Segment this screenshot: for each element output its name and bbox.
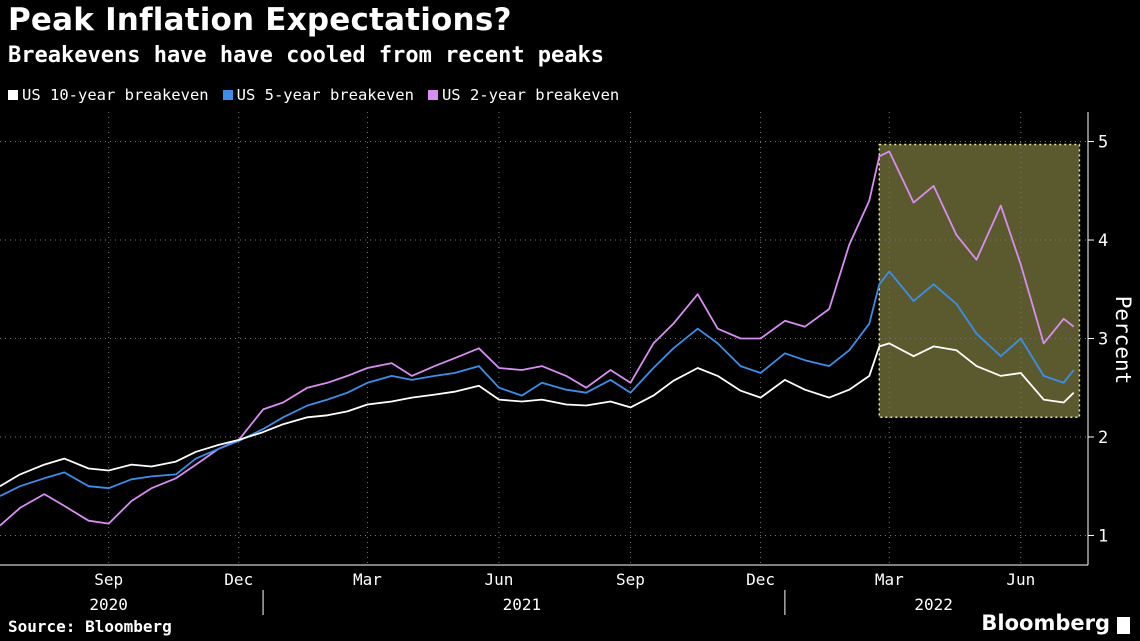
x-tick-label: Jun [485, 570, 514, 589]
x-tick-label: Sep [616, 570, 645, 589]
legend: US 10-year breakeven US 5-year breakeven… [8, 86, 619, 104]
chart-subtitle: Breakevens have have cooled from recent … [8, 43, 605, 68]
series-line-2y [0, 150, 1075, 527]
x-tick-label: Jun [1006, 570, 1035, 589]
x-tick-label: Mar [353, 570, 382, 589]
bloomberg-logo-icon [1117, 617, 1130, 634]
bloomberg-logo: Bloomberg [981, 611, 1110, 635]
legend-swatch-10y [8, 90, 18, 100]
legend-swatch-2y [427, 90, 438, 100]
legend-label-2y: US 2-year breakeven [441, 86, 620, 104]
series-line-5y [0, 270, 1075, 497]
legend-item-2y: US 2-year breakeven [427, 86, 620, 104]
y-tick-label: 1 [1098, 526, 1108, 546]
year-label: 2020 [89, 595, 128, 614]
legend-item-10y: US 10-year breakeven [8, 86, 209, 104]
year-label: 2022 [914, 595, 953, 614]
y-tick-label: 4 [1098, 231, 1108, 251]
legend-item-5y: US 5-year breakeven [222, 86, 414, 104]
legend-swatch-5y [222, 90, 233, 100]
x-tick-label: Sep [94, 570, 123, 589]
series-line-10y [0, 342, 1075, 487]
legend-label-10y: US 10-year breakeven [22, 86, 209, 104]
highlight-box [878, 143, 1081, 419]
y-tick-label: 5 [1098, 133, 1108, 153]
x-tick-label: Dec [746, 570, 775, 589]
legend-label-5y: US 5-year breakeven [236, 86, 414, 104]
x-tick-label: Mar [875, 570, 904, 589]
y-tick-label: 2 [1098, 428, 1108, 448]
y-axis-label: Percent [1111, 296, 1135, 385]
x-tick-label: Dec [224, 570, 253, 589]
source-note: Source: Bloomberg [8, 617, 172, 636]
y-tick-label: 3 [1098, 330, 1108, 350]
chart-title: Peak Inflation Expectations? [8, 2, 512, 38]
year-label: 2021 [503, 595, 542, 614]
